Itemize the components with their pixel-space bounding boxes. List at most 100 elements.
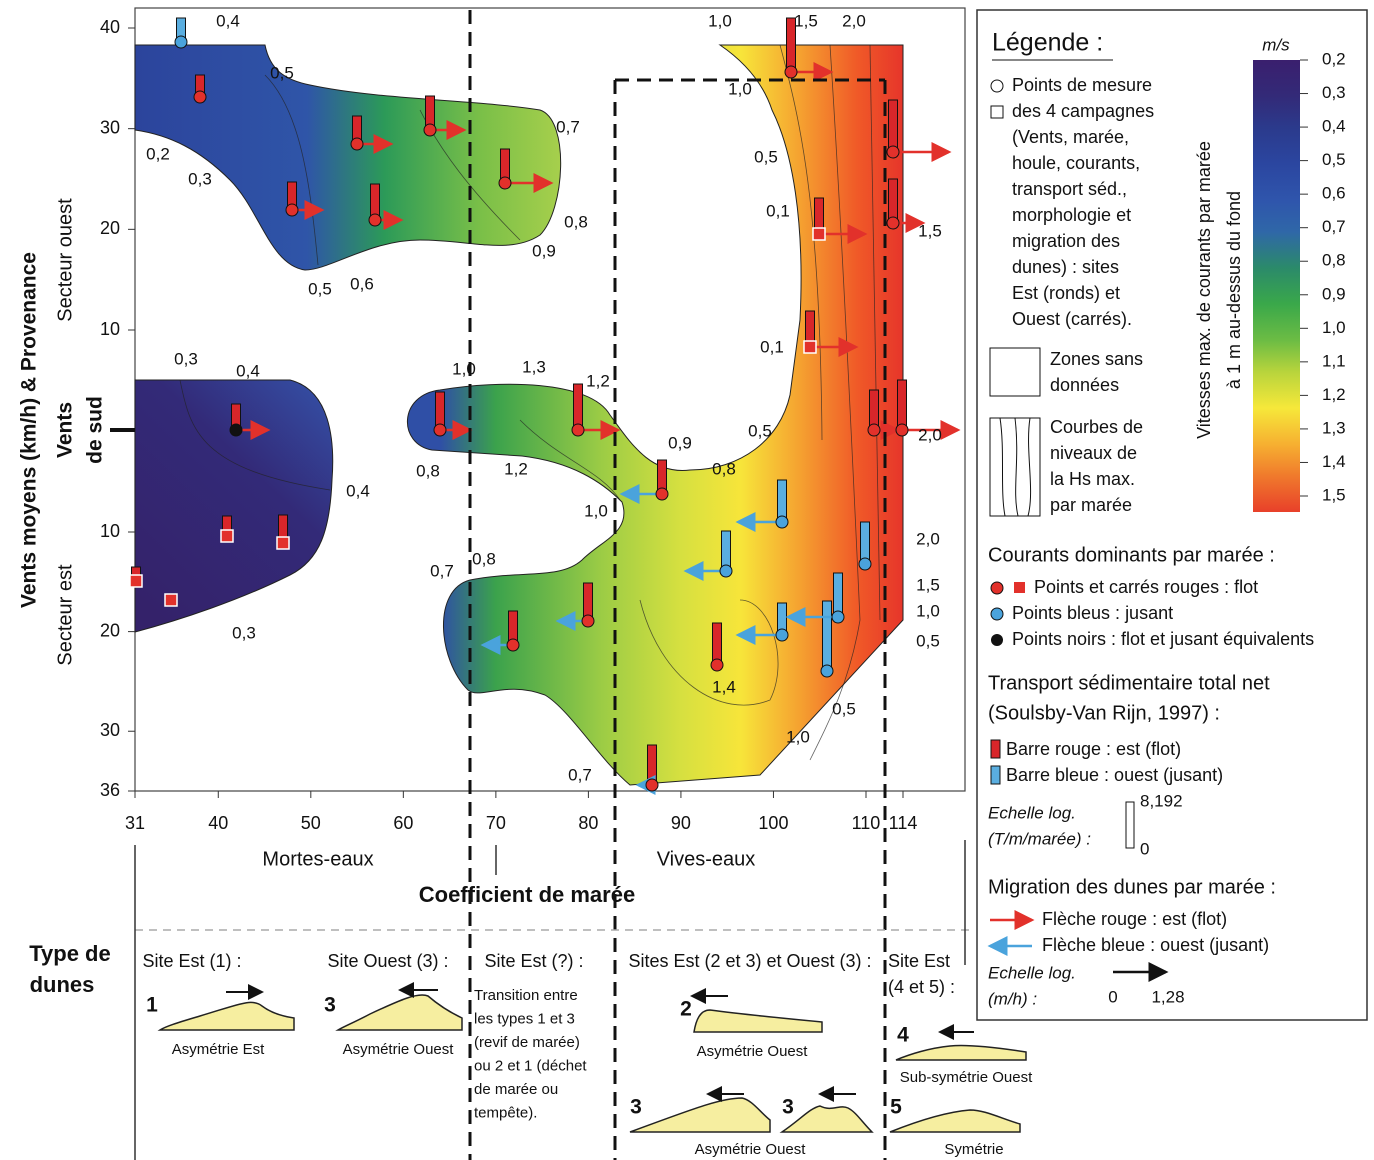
contour-label: 0,1 [766, 201, 790, 220]
legend-text: Flèche rouge : est (flot) [1042, 909, 1227, 929]
legend-box [976, 9, 1368, 1021]
contour-label: 0,4 [346, 481, 370, 500]
colorbar-label: 1,3 [1322, 418, 1346, 437]
transition-text: ou 2 et 1 (déchet [474, 1057, 587, 1074]
contour-label: 1,5 [916, 575, 940, 594]
legend-text: Est (ronds) et [1012, 283, 1120, 303]
transition-text: de marée ou [474, 1081, 558, 1098]
legend-text: Points et carrés rouges : flot [1034, 577, 1258, 597]
contour-label: 0,8 [564, 212, 588, 231]
contour-label: 0,5 [270, 63, 294, 82]
site-label: Site Est [888, 951, 950, 971]
measure-point [193, 90, 207, 104]
measure-point [831, 610, 845, 624]
dune-caption: Asymétrie Ouest [695, 1141, 807, 1158]
y-axis-title: Vents moyens (km/h) & Provenance [18, 252, 41, 608]
sector-label: Secteur est [54, 564, 76, 666]
measure-point [506, 638, 520, 652]
x-tick-label: 31 [125, 813, 145, 833]
legend-scale: (m/h) : [988, 989, 1037, 1008]
legend-text: dunes) : sites [1012, 257, 1119, 277]
measure-point [655, 487, 669, 501]
y-tick-label: 36 [100, 780, 120, 800]
legend-contour-lines [999, 417, 1032, 517]
transport-bar [573, 383, 583, 431]
contour-main [407, 44, 904, 786]
contour-label: 1,0 [916, 601, 940, 620]
contour-west [134, 44, 562, 271]
legend-square [990, 105, 1004, 119]
measure-point [784, 65, 798, 79]
dune-caption: Asymétrie Ouest [697, 1043, 809, 1060]
legend-text: Points noirs : flot et jusant équivalent… [1012, 629, 1314, 649]
south-label: Vents [54, 402, 77, 458]
measure-point [710, 658, 724, 672]
legend-text: transport séd., [1012, 179, 1127, 199]
x-tick-label: 80 [578, 813, 598, 833]
contour-label: 1,0 [708, 11, 732, 30]
measure-point [350, 137, 364, 151]
dune-caption: Asymétrie Ouest [343, 1041, 455, 1058]
transport-bar [897, 379, 907, 431]
dashed-lines [468, 10, 887, 1160]
measure-point [858, 557, 872, 571]
transport-bar [833, 572, 843, 618]
contour-label: 0,7 [568, 765, 592, 784]
colorbar-label: 0,7 [1322, 217, 1346, 236]
legend-heading: Migration des dunes par marée : [988, 876, 1276, 898]
y-tick-label: 10 [100, 521, 120, 541]
dune-caption: Sub-symétrie Ouest [900, 1069, 1033, 1086]
dune-number: 1 [146, 994, 158, 1017]
legend-scale: 1,28 [1151, 987, 1184, 1006]
legend-contours [989, 417, 1041, 517]
contour-label: 0,8 [472, 549, 496, 568]
y-tick-label: 30 [100, 720, 120, 740]
contour-east-low [134, 379, 334, 633]
legend-heading: (Soulsby-Van Rijn, 1997) : [988, 702, 1220, 724]
legend-text: Zones sans [1050, 349, 1143, 369]
contour-label: 0,7 [430, 561, 454, 580]
legend-text: Points de mesure [1012, 75, 1152, 95]
transition-text: les types 1 et 3 [474, 1010, 575, 1027]
measure-point [581, 614, 595, 628]
colorbar-title: à 1 m au-dessus du fond [1224, 191, 1244, 389]
dune-number: 2 [680, 998, 692, 1021]
legend-blue-point [990, 607, 1004, 621]
measure-point [775, 628, 789, 642]
contour-label: 0,9 [532, 241, 556, 260]
x-tick-label: 60 [393, 813, 413, 833]
site-label: Site Est (1) : [142, 951, 241, 971]
transport-bar [888, 99, 898, 153]
y-tick-label: 10 [100, 319, 120, 339]
transport-bar [888, 178, 898, 224]
legend-scale: Echelle log. [988, 803, 1076, 822]
legend-red-bar [990, 739, 1001, 759]
contour-label: 2,0 [918, 425, 942, 444]
legend-black-point [991, 634, 1003, 646]
sector-label: Secteur ouest [54, 198, 76, 322]
contour-label: 2,0 [916, 529, 940, 548]
legend-text: Ouest (carrés). [1012, 309, 1132, 329]
legend-text: morphologie et [1012, 205, 1131, 225]
dune-caption: Symétrie [944, 1141, 1003, 1158]
contour-label: 0,2 [146, 144, 170, 163]
contour-label: 0,5 [916, 631, 940, 650]
colorbar-label: 0,9 [1322, 284, 1346, 303]
contour-label: 0,4 [216, 11, 240, 30]
legend-bar-scale [1125, 801, 1135, 849]
colorbar [1253, 60, 1300, 512]
colorbar-label: 1,2 [1322, 385, 1346, 404]
dune-number: 3 [782, 1096, 794, 1119]
legend-scale: 8,192 [1140, 791, 1183, 810]
site-label: (4 et 5) : [888, 977, 955, 997]
transition-text: tempête). [474, 1104, 537, 1121]
colorbar-label: 0,4 [1322, 117, 1346, 136]
measure-point [433, 423, 447, 437]
legend-heading: Courants dominants par marée : [988, 544, 1275, 566]
y-tick-label: 20 [100, 620, 120, 640]
measure-point [174, 35, 188, 49]
colorbar-label: 0,2 [1322, 49, 1346, 68]
legend-heading: Transport sédimentaire total net [988, 672, 1270, 694]
contour-label: 0,5 [748, 421, 772, 440]
